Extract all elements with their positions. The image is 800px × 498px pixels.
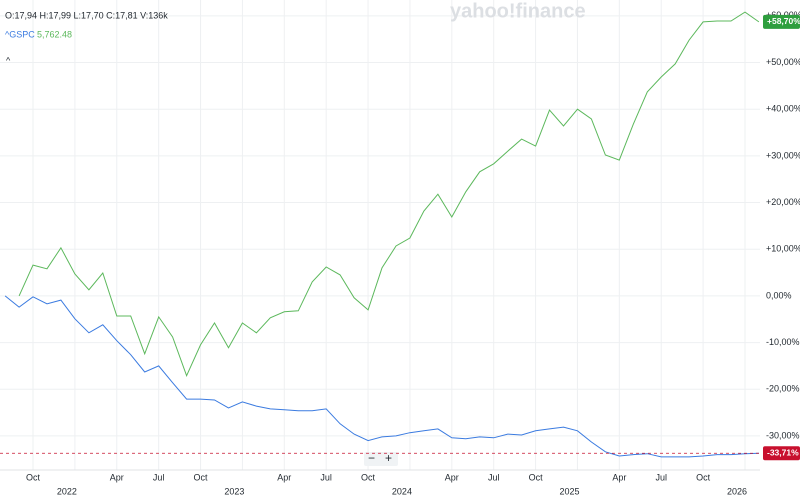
x-tick-label: 2022 bbox=[57, 486, 77, 496]
x-tick-label: Jul bbox=[655, 472, 667, 482]
y-tick-label: -10,00% bbox=[766, 337, 800, 347]
series-line bbox=[18, 11, 760, 378]
x-tick-label: Apr bbox=[277, 472, 291, 482]
y-tick-label: +30,00% bbox=[766, 150, 800, 160]
x-tick-label: Apr bbox=[612, 472, 626, 482]
x-tick-label: Apr bbox=[110, 472, 124, 482]
x-tick-label: 2023 bbox=[224, 486, 244, 496]
legend-value: 5,762.48 bbox=[37, 29, 72, 39]
zoom-out[interactable]: − bbox=[368, 451, 375, 465]
x-tick-label: Jul bbox=[153, 472, 165, 482]
y-tick-label: +50,00% bbox=[766, 57, 800, 67]
collapse[interactable]: ^ bbox=[6, 55, 11, 65]
zoom-in[interactable]: + bbox=[385, 451, 392, 465]
legend-name: ^GSPC bbox=[5, 29, 35, 39]
value-label: +58,70% bbox=[767, 16, 800, 26]
y-tick-label: +40,00% bbox=[766, 104, 800, 114]
x-tick-label: Oct bbox=[194, 472, 209, 482]
y-tick-label: +20,00% bbox=[766, 197, 800, 207]
zoom-box bbox=[364, 452, 398, 466]
series-line bbox=[4, 295, 759, 458]
x-tick-label: 2025 bbox=[559, 486, 579, 496]
x-tick-label: Jul bbox=[488, 472, 500, 482]
x-tick-label: Apr bbox=[445, 472, 459, 482]
x-tick-label: Oct bbox=[529, 472, 544, 482]
logo: yahoo!finance bbox=[450, 0, 586, 22]
x-tick-label: Jul bbox=[320, 472, 332, 482]
value-badge bbox=[763, 446, 800, 461]
x-tick-label: Oct bbox=[26, 472, 41, 482]
x-tick-label: Oct bbox=[361, 472, 376, 482]
x-tick-label: Oct bbox=[696, 472, 711, 482]
y-tick-label: +10,00% bbox=[766, 244, 800, 254]
value-label: -33,71% bbox=[767, 447, 799, 457]
x-tick-label: 2026 bbox=[727, 486, 747, 496]
y-tick-label: 0,00% bbox=[766, 290, 792, 300]
value-badge bbox=[763, 14, 800, 29]
y-tick-label: -30,00% bbox=[766, 430, 800, 440]
ohlc: O:17,94 H:17,99 L:17,70 C:17,81 V:136k bbox=[5, 10, 168, 20]
y-tick-label: -20,00% bbox=[766, 384, 800, 394]
x-tick-label: 2024 bbox=[392, 486, 412, 496]
